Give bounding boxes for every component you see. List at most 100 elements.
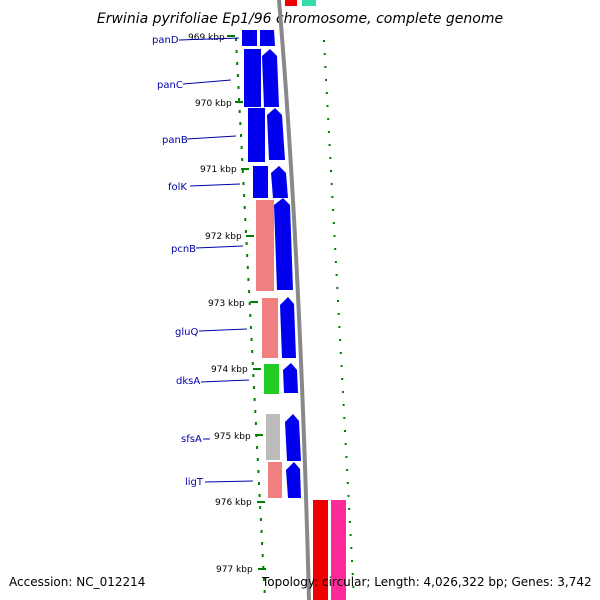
- gc-dot: [238, 110, 241, 113]
- gene-label-pand[interactable]: panD: [152, 35, 179, 46]
- gc-dot: [348, 508, 351, 510]
- leader-line: [195, 245, 244, 249]
- gc-dot: [341, 391, 344, 393]
- feature-pink-bottom: [331, 500, 346, 600]
- feature-folk-fwd: [271, 166, 288, 198]
- gc-dot: [334, 261, 337, 263]
- gc-dot: [325, 79, 328, 81]
- tick-label: 973 kbp: [208, 299, 245, 309]
- gc-dot: [345, 456, 348, 458]
- tick-label: 974 kbp: [211, 365, 248, 375]
- gc-dot: [238, 98, 241, 101]
- gc-dot: [331, 196, 334, 198]
- gc-dot: [258, 494, 261, 497]
- feature-ligt-fwd: [286, 462, 301, 498]
- gc-dot: [248, 302, 251, 305]
- leader-line: [204, 480, 254, 483]
- gc-dot: [240, 146, 243, 149]
- gc-dot: [235, 50, 238, 53]
- gc-dot: [261, 542, 264, 545]
- gc-dot: [262, 566, 265, 569]
- gc-dot: [351, 560, 353, 562]
- gc-dot: [244, 230, 247, 233]
- gc-dot: [263, 578, 265, 581]
- feature-sfsa-grey: [266, 414, 280, 460]
- gc-dot: [339, 352, 342, 354]
- gc-dot: [240, 134, 242, 137]
- gc-dot: [346, 469, 349, 471]
- tick-label: 970 kbp: [195, 99, 232, 109]
- map-title: Erwinia pyrifoliae Ep1/96 chromosome, co…: [97, 11, 503, 27]
- gc-dot: [326, 105, 329, 107]
- leader-line: [200, 379, 250, 383]
- leader-line: [198, 328, 248, 332]
- gene-labels: panD panC panB folK pcnB gluQ dksA sfsA …: [152, 35, 254, 488]
- gc-dot: [333, 235, 336, 237]
- gc-dot: [329, 157, 332, 159]
- gc-dot: [243, 194, 246, 197]
- gc-dot: [261, 554, 264, 557]
- gene-label-ligt[interactable]: ligT: [185, 477, 204, 488]
- gc-dot: [257, 470, 260, 473]
- gc-dot: [332, 209, 335, 211]
- gc-dot: [251, 350, 254, 353]
- gene-label-pcnb[interactable]: pcnB: [171, 244, 196, 255]
- gc-dot: [339, 339, 342, 341]
- gc-dot: [346, 482, 349, 484]
- leader-line: [178, 37, 240, 41]
- gc-track-inner: [235, 38, 266, 593]
- gc-dot: [330, 183, 333, 185]
- gc-dot: [253, 398, 256, 401]
- gc-dot: [351, 573, 354, 575]
- gc-dot: [253, 386, 255, 389]
- gc-dot: [350, 547, 353, 549]
- gene-label-gluq[interactable]: gluQ: [175, 327, 198, 338]
- gc-dot: [243, 206, 246, 209]
- gc-dot: [343, 417, 346, 419]
- feature-red-top: [285, 0, 297, 6]
- gene-label-panb[interactable]: panB: [162, 135, 188, 146]
- feature-panc-fwd: [262, 49, 279, 107]
- feature-dksa-fwd: [283, 363, 298, 393]
- gc-dot: [258, 482, 260, 485]
- feature-teal-top: [302, 0, 316, 6]
- forward-strand-features: [260, 30, 301, 498]
- reverse-strand-features: [242, 30, 282, 498]
- gene-label-dksa[interactable]: dksA: [176, 376, 200, 387]
- gc-dot: [336, 287, 339, 289]
- tick-label: 976 kbp: [215, 498, 252, 508]
- tick-label: 969 kbp: [188, 33, 225, 43]
- gene-label-sfsa[interactable]: sfsA: [181, 434, 202, 445]
- gc-dot: [251, 362, 254, 365]
- gc-dot: [344, 430, 346, 432]
- feature-folk-rev: [253, 166, 268, 198]
- gc-dot: [236, 62, 239, 65]
- gc-dot: [256, 458, 259, 461]
- gc-dot: [246, 266, 249, 269]
- gc-dot: [252, 374, 255, 377]
- gc-dot: [327, 131, 330, 133]
- tick-label: 972 kbp: [205, 232, 242, 242]
- gc-dot: [244, 218, 247, 221]
- tick-group: 969 kbp 970 kbp 971 kbp 972 kbp 973 kbp …: [188, 33, 266, 575]
- gc-dot: [323, 53, 326, 55]
- gene-label-folk[interactable]: folK: [168, 182, 187, 193]
- gc-dot: [328, 144, 331, 146]
- feature-pcnb-fwd: [274, 198, 293, 290]
- feature-gluq-rna: [262, 298, 278, 358]
- gc-dot: [324, 66, 327, 68]
- gc-dot: [254, 422, 257, 425]
- gc-dot: [349, 534, 352, 536]
- gc-dot: [327, 118, 330, 120]
- leader-line: [186, 135, 237, 140]
- accession-label: Accession: NC_012214: [9, 575, 145, 589]
- topology-label: Topology: circular; Length: 4,026,322 bp…: [261, 575, 592, 589]
- gc-dot: [334, 248, 337, 250]
- feature-pand-rev: [242, 30, 257, 46]
- gc-dot: [323, 40, 325, 42]
- gc-dot: [325, 92, 328, 94]
- feature-sfsa-fwd: [285, 414, 301, 461]
- gene-label-panc[interactable]: panC: [157, 80, 183, 91]
- tick-label: 975 kbp: [214, 432, 251, 442]
